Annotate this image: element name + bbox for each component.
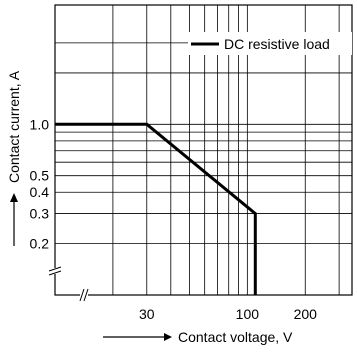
y-axis-break-mark [48, 266, 62, 272]
legend-box [188, 32, 352, 55]
y-tick-label: 0.2 [30, 236, 50, 252]
x-axis-label-group: Contact voltage, V [103, 329, 293, 345]
x-axis-break-gap [80, 289, 88, 301]
y-axis-label: Contact current, A [6, 70, 22, 183]
series-layer [55, 122, 257, 295]
legend-label: DC resistive load [224, 36, 330, 52]
y-tick-labels: 1.0 0.50.4 0.3 0.2 [30, 116, 50, 251]
x-axis-break-mark [83, 288, 89, 302]
y-axis-label-group: Contact current, A [6, 70, 22, 246]
x-axis-label: Contact voltage, V [178, 329, 293, 345]
x-tick-label: 200 [294, 306, 318, 322]
y-axis-arrowhead [10, 193, 18, 202]
y-tick-label: 0.4 [30, 184, 50, 200]
axis-breaks [48, 266, 89, 302]
y-tick-label: 0.3 [30, 206, 50, 222]
series-line [55, 122, 257, 295]
x-tick-labels: 30 100 200 [139, 306, 317, 322]
x-axis-break-mark [79, 288, 85, 302]
y-axis-break-mark [48, 270, 62, 276]
y-axis-break-gap [49, 268, 61, 274]
y-tick-label: 1.0 [30, 116, 50, 132]
legend: DC resistive load [188, 32, 352, 55]
plot-frame [54, 4, 353, 296]
x-tick-label: 100 [236, 306, 260, 322]
x-axis-arrowhead [164, 333, 172, 341]
x-tick-label: 30 [139, 306, 155, 322]
y-tick-label: 0.5 [30, 168, 50, 184]
